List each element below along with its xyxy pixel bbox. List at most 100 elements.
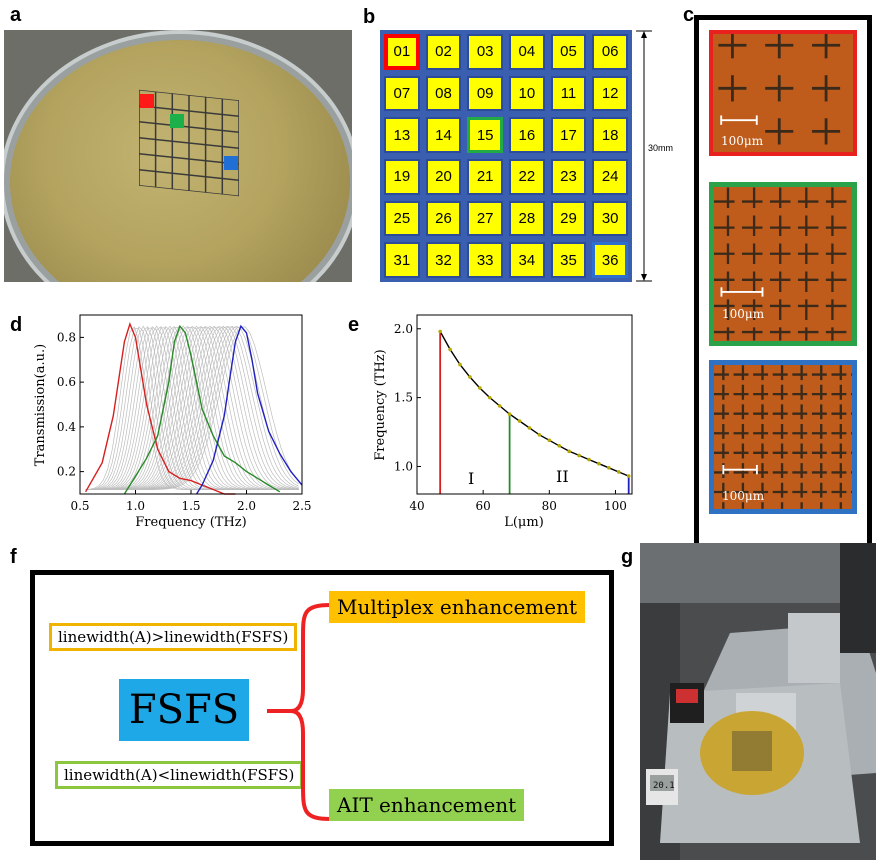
region-label-II: II	[556, 467, 569, 486]
panel-label-b: b	[363, 6, 376, 28]
data-point	[438, 329, 442, 334]
micrograph-frame: 100μm 100μm	[694, 15, 872, 847]
fsfs-box: FSFS	[119, 679, 249, 741]
panel-label-d: d	[10, 314, 23, 336]
grid-cell: 18	[592, 117, 628, 153]
x-tick-label: 1.5	[181, 499, 200, 513]
grid-cell: 23	[550, 159, 587, 195]
series-line	[196, 324, 303, 495]
grid-cell: 11	[550, 75, 587, 112]
grid-cell: 15	[467, 117, 503, 153]
data-point	[597, 461, 601, 466]
red-marker	[140, 94, 154, 108]
data-point	[487, 395, 492, 400]
panel-label-e: e	[348, 314, 360, 336]
fit-line	[439, 331, 629, 477]
data-point	[448, 347, 452, 352]
blue-marker	[224, 156, 238, 170]
thermometer-reading: 20.1	[653, 781, 675, 791]
y-tick-label: 0.2	[57, 465, 76, 479]
data-point	[587, 457, 591, 462]
grid-cell: 36	[592, 242, 628, 278]
background-spectra	[85, 325, 299, 490]
grid-cell: 30	[592, 200, 628, 237]
x-tick-label: 0.5	[70, 499, 89, 513]
grid-cell: 10	[509, 75, 545, 112]
grid-cell: 34	[509, 242, 545, 278]
grid-cell: 21	[467, 159, 503, 195]
grid-cell: 26	[425, 200, 462, 237]
ait-enhancement: AIT enhancement	[329, 789, 525, 821]
panel-label-c: c	[683, 4, 695, 26]
series-line	[84, 321, 236, 495]
data-point	[547, 438, 552, 443]
panel-label-a: a	[10, 4, 22, 26]
multiplex-enhancement: Multiplex enhancement	[329, 591, 586, 623]
data-point	[478, 386, 482, 390]
data-point	[497, 404, 502, 408]
x-tick-label: 2.5	[292, 499, 311, 513]
data-point	[507, 412, 512, 416]
scale-label: 100μm	[722, 307, 765, 321]
frequency-chart: 40 60 80 100 1.0 1.5 2.0 I II L(μm) Frequency …	[373, 314, 633, 530]
scale-label: 100μm	[721, 134, 764, 148]
x-tick-label: 40	[409, 499, 424, 513]
data-point	[517, 419, 522, 423]
data-point	[468, 375, 472, 379]
grid-cell: 05	[550, 34, 587, 70]
brace	[267, 603, 332, 821]
grid-cell: 20	[425, 159, 462, 195]
data-point	[626, 474, 631, 478]
grid-cell: 02	[425, 34, 462, 70]
grid-cell: 08	[425, 75, 462, 112]
panel-label-f: f	[10, 546, 17, 568]
series-line	[123, 324, 281, 495]
x-tick-label: 100	[604, 499, 627, 513]
dimension-arrow	[636, 30, 652, 282]
grid-cell: 04	[509, 34, 545, 70]
grid-cell: 24	[592, 159, 628, 195]
micrograph-sample-15: 100μm	[709, 182, 857, 346]
panel-label-g: g	[621, 546, 634, 568]
grid-cell: 27	[467, 200, 503, 237]
x-tick-label: 60	[476, 499, 491, 513]
grid-cell: 35	[550, 242, 587, 278]
y-axis-label: Frequency (THz)	[373, 349, 388, 460]
cross-pattern	[718, 34, 841, 145]
x-axis-label: Frequency (THz)	[135, 515, 246, 530]
cross-pattern	[714, 365, 852, 509]
data-point	[577, 453, 581, 458]
y-tick-label: 0.6	[57, 375, 76, 389]
grid-cell: 12	[592, 75, 628, 112]
grid-cell: 19	[384, 159, 420, 195]
sample-index-grid: 01 02 03 04 05 06 07 08 09 10 11 12 13 1…	[380, 30, 632, 282]
y-axis-label: Transmission(a.u.)	[33, 344, 48, 466]
background-spectrum	[85, 326, 299, 490]
y-tick-label: 1.5	[394, 391, 413, 405]
grid-cell: 29	[550, 200, 587, 237]
sample-grid	[138, 88, 240, 198]
grid-cell: 01	[384, 34, 420, 70]
grid-cell: 32	[425, 242, 462, 278]
grid-cell: 13	[384, 117, 420, 153]
data-point	[527, 426, 532, 430]
grid-cell: 06	[592, 34, 628, 70]
x-tick-label: 80	[542, 499, 557, 513]
y-tick-label: 2.0	[394, 322, 413, 336]
green-marker	[170, 114, 184, 128]
grid-cell: 14	[425, 117, 462, 153]
transmission-chart: 0.5 1.0 1.5 2.0 2.5 0.2 0.4 0.6 0.8 Frequency (T…	[33, 314, 312, 530]
data-point	[458, 362, 462, 367]
x-tick-label: 1.0	[126, 499, 145, 513]
data-point	[616, 470, 621, 474]
data-point	[537, 432, 542, 437]
grid-cell: 22	[509, 159, 545, 195]
grid-cell: 07	[384, 75, 420, 112]
apparatus-photo: 20.1	[640, 543, 876, 860]
grid-cell: 17	[550, 117, 587, 153]
condition-greater: linewidth(A)>linewidth(FSFS)	[49, 623, 298, 651]
condition-less: linewidth(A)<linewidth(FSFS)	[55, 761, 304, 789]
cross-pattern	[714, 187, 852, 341]
grid-cell: 31	[384, 242, 420, 278]
x-tick-label: 2.0	[237, 499, 256, 513]
